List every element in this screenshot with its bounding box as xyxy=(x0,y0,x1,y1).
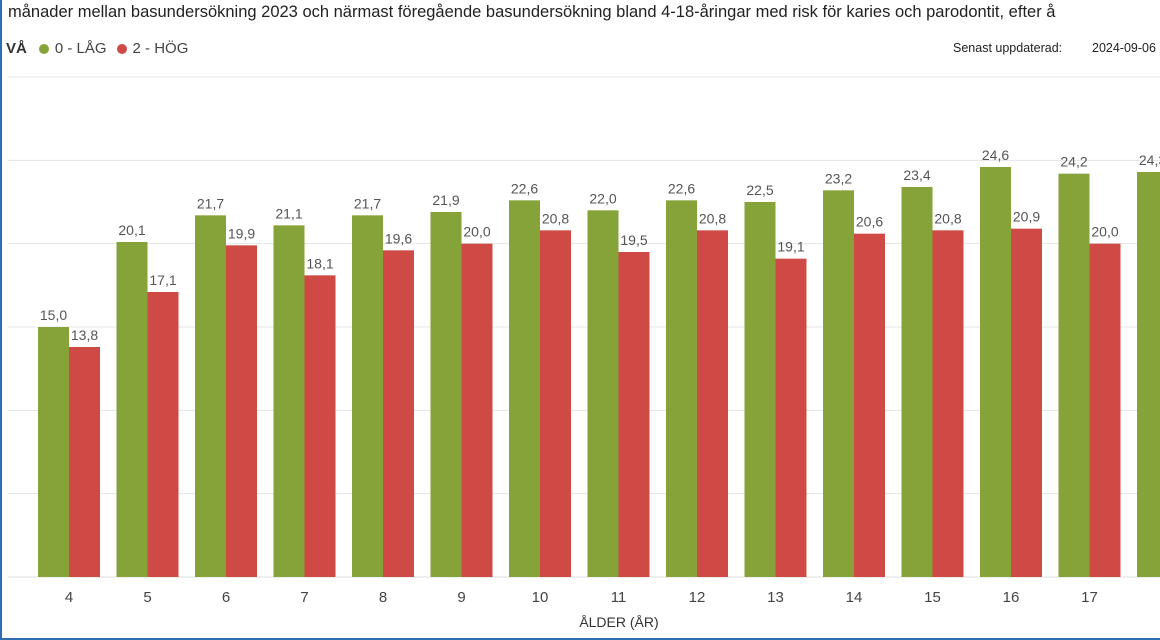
legend-entry-low[interactable]: 0 - LÅG xyxy=(38,40,107,57)
data-label-high-5: 17,1 xyxy=(149,272,176,288)
updated-label: Senast uppdaterad: xyxy=(953,41,1063,55)
bar-low-9 xyxy=(430,212,462,577)
legend-dot-high xyxy=(116,43,127,54)
bar-low-8 xyxy=(352,215,383,578)
data-label-high-13: 19,1 xyxy=(777,239,804,255)
legend-label: VÅ xyxy=(6,40,27,57)
bar-high-7 xyxy=(304,275,336,577)
bar-low-5 xyxy=(116,242,148,577)
data-label-high-8: 19,6 xyxy=(385,230,412,246)
data-label-high-16: 20,9 xyxy=(1013,209,1040,225)
bar-low-13 xyxy=(744,202,776,577)
x-tick-16: 16 xyxy=(1003,589,1020,606)
bar-high-10 xyxy=(540,230,571,578)
data-label-high-12: 20,8 xyxy=(699,210,726,226)
bar-low-14 xyxy=(823,190,854,578)
data-label-low-9: 21,9 xyxy=(432,192,459,208)
x-tick-8: 8 xyxy=(379,589,387,606)
data-label-low-11: 22,0 xyxy=(589,190,616,206)
data-label-low-15: 23,4 xyxy=(903,167,930,183)
bar-high-8 xyxy=(383,250,414,578)
data-label-high-6: 19,9 xyxy=(228,225,255,241)
bar-high-6 xyxy=(226,245,257,578)
data-label-high-14: 20,6 xyxy=(856,214,883,230)
data-label-low-5: 20,1 xyxy=(118,222,145,238)
data-label-low-14: 23,2 xyxy=(825,170,852,186)
x-tick-5: 5 xyxy=(143,589,151,606)
data-label-low-12: 22,6 xyxy=(668,180,695,196)
bar-low-12 xyxy=(666,200,697,578)
x-tick-4: 4 xyxy=(65,589,73,606)
legend-text-high: 2 - HÖG xyxy=(132,40,189,57)
x-tick-7: 7 xyxy=(300,589,308,606)
bar-high-17 xyxy=(1089,243,1121,577)
data-label-low-16: 24,6 xyxy=(982,147,1009,163)
data-label-low-17: 24,2 xyxy=(1060,154,1087,170)
x-tick-15: 15 xyxy=(924,589,941,606)
bar-low-17 xyxy=(1058,173,1090,577)
bar-high-4 xyxy=(69,347,100,577)
bar-low-4 xyxy=(38,327,69,577)
data-label-high-9: 20,0 xyxy=(463,224,490,240)
bar-high-14 xyxy=(854,233,885,577)
bar-low-11 xyxy=(587,210,619,578)
bar-low-10 xyxy=(509,200,540,578)
chart-title: månader mellan basundersökning 2023 och … xyxy=(8,3,1056,21)
x-axis-title: ÅLDER (ÅR) xyxy=(579,614,658,630)
data-label-low-4: 15,0 xyxy=(40,307,67,323)
bar-high-16 xyxy=(1011,228,1042,577)
x-tick-12: 12 xyxy=(689,589,706,606)
bar-high-15 xyxy=(932,230,964,578)
bar-high-5 xyxy=(147,292,179,577)
x-tick-11: 11 xyxy=(611,589,627,606)
updated-date: 2024-09-06 xyxy=(1092,41,1156,55)
bar-high-13 xyxy=(775,258,807,577)
legend-text-low: 0 - LÅG xyxy=(54,40,107,57)
data-label-low-6: 21,7 xyxy=(197,195,224,211)
data-label-high-4: 13,8 xyxy=(71,327,98,343)
bar-low-7 xyxy=(273,225,305,578)
x-tick-13: 13 xyxy=(767,589,784,606)
x-tick-17: 17 xyxy=(1081,589,1098,606)
bar-high-9 xyxy=(461,243,493,577)
bar-low-18 xyxy=(1137,172,1160,577)
bar-low-15 xyxy=(901,187,933,577)
x-tick-14: 14 xyxy=(846,589,863,606)
bar-high-12 xyxy=(697,230,728,578)
bar-low-6 xyxy=(195,215,226,578)
data-label-low-7: 21,1 xyxy=(275,205,302,221)
data-label-low-18: 24,3 xyxy=(1139,152,1160,168)
data-label-high-17: 20,0 xyxy=(1091,224,1118,240)
data-label-high-10: 20,8 xyxy=(542,210,569,226)
bar-high-11 xyxy=(618,252,650,577)
bar-low-16 xyxy=(980,167,1011,577)
data-label-low-13: 22,5 xyxy=(746,182,773,198)
data-label-high-7: 18,1 xyxy=(306,255,333,271)
data-label-low-8: 21,7 xyxy=(354,195,381,211)
data-label-high-15: 20,8 xyxy=(934,210,961,226)
data-label-low-10: 22,6 xyxy=(511,180,538,196)
x-tick-6: 6 xyxy=(222,589,230,606)
x-tick-10: 10 xyxy=(532,589,549,606)
x-tick-9: 9 xyxy=(457,589,465,606)
legend-dot-low xyxy=(38,43,49,54)
legend: VÅ 0 - LÅG 2 - HÖG xyxy=(6,40,198,57)
data-label-high-11: 19,5 xyxy=(620,232,647,248)
legend-entry-high[interactable]: 2 - HÖG xyxy=(116,40,189,57)
